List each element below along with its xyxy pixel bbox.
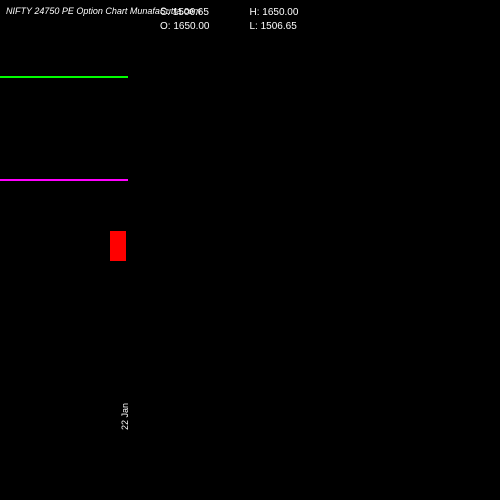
open-value: O: 1650.00 bbox=[160, 20, 209, 34]
indicator-line-magenta bbox=[0, 179, 128, 181]
high-value: H: 1650.00 bbox=[249, 6, 298, 20]
candle-bearish bbox=[110, 231, 126, 261]
ohlc-readout: C: 1506.65 H: 1650.00 O: 1650.00 L: 1506… bbox=[160, 6, 298, 34]
low-value: L: 1506.65 bbox=[249, 20, 298, 34]
x-axis-date-label: 22 Jan bbox=[120, 403, 130, 430]
indicator-line-green bbox=[0, 76, 128, 78]
close-value: C: 1506.65 bbox=[160, 6, 209, 20]
